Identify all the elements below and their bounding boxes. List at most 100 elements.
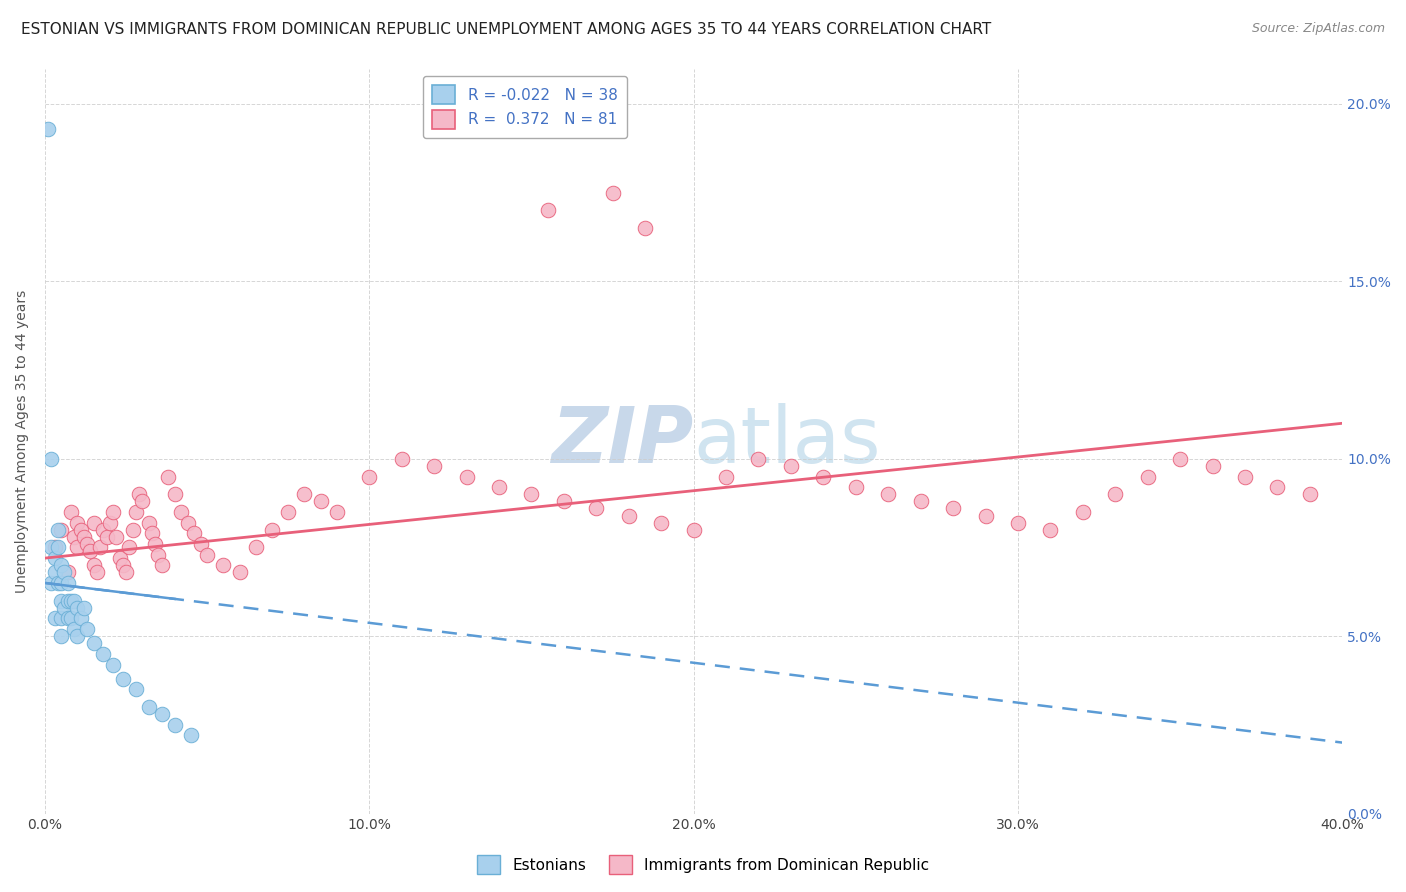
Point bbox=[1201, 458, 1223, 473]
Point bbox=[813, 469, 835, 483]
Point bbox=[190, 537, 212, 551]
Point bbox=[44, 566, 66, 580]
Point bbox=[910, 494, 932, 508]
Point bbox=[617, 508, 640, 523]
Point bbox=[83, 636, 105, 650]
Point bbox=[650, 516, 672, 530]
Point bbox=[877, 487, 900, 501]
Point bbox=[1299, 487, 1322, 501]
Point bbox=[423, 458, 446, 473]
Point bbox=[96, 530, 118, 544]
Point bbox=[212, 558, 235, 573]
Text: ZIP: ZIP bbox=[551, 403, 693, 479]
Point bbox=[76, 537, 98, 551]
Point bbox=[83, 558, 105, 573]
Point bbox=[456, 469, 478, 483]
Point bbox=[634, 221, 657, 235]
Point bbox=[56, 611, 79, 625]
Point bbox=[780, 458, 803, 473]
Point bbox=[111, 558, 134, 573]
Point bbox=[359, 469, 381, 483]
Point bbox=[391, 451, 413, 466]
Y-axis label: Unemployment Among Ages 35 to 44 years: Unemployment Among Ages 35 to 44 years bbox=[15, 289, 30, 592]
Point bbox=[56, 566, 79, 580]
Point bbox=[170, 505, 193, 519]
Point bbox=[309, 494, 332, 508]
Point bbox=[63, 622, 86, 636]
Point bbox=[131, 494, 153, 508]
Point bbox=[46, 523, 69, 537]
Point bbox=[51, 576, 73, 591]
Point bbox=[105, 530, 128, 544]
Point bbox=[128, 487, 150, 501]
Point bbox=[73, 600, 96, 615]
Point bbox=[125, 682, 148, 697]
Point bbox=[714, 469, 737, 483]
Point bbox=[150, 558, 173, 573]
Point bbox=[101, 505, 124, 519]
Point bbox=[37, 121, 59, 136]
Point bbox=[73, 530, 96, 544]
Point bbox=[83, 516, 105, 530]
Point bbox=[53, 566, 76, 580]
Point bbox=[76, 622, 98, 636]
Point bbox=[585, 501, 607, 516]
Point bbox=[51, 611, 73, 625]
Point bbox=[98, 516, 121, 530]
Point bbox=[115, 566, 138, 580]
Point bbox=[89, 541, 111, 555]
Point bbox=[520, 487, 543, 501]
Point bbox=[682, 523, 704, 537]
Point bbox=[138, 700, 160, 714]
Point bbox=[183, 526, 205, 541]
Point bbox=[101, 657, 124, 672]
Point bbox=[53, 600, 76, 615]
Point bbox=[63, 593, 86, 607]
Point bbox=[176, 516, 198, 530]
Point bbox=[69, 611, 91, 625]
Point bbox=[1233, 469, 1256, 483]
Point bbox=[93, 523, 115, 537]
Point bbox=[51, 629, 73, 643]
Point bbox=[1136, 469, 1159, 483]
Point bbox=[942, 501, 965, 516]
Point bbox=[1168, 451, 1191, 466]
Point bbox=[51, 558, 73, 573]
Point bbox=[86, 566, 108, 580]
Text: Source: ZipAtlas.com: Source: ZipAtlas.com bbox=[1251, 22, 1385, 36]
Point bbox=[121, 523, 143, 537]
Point bbox=[46, 576, 69, 591]
Point bbox=[66, 600, 89, 615]
Point bbox=[66, 516, 89, 530]
Point bbox=[108, 551, 131, 566]
Point bbox=[195, 548, 218, 562]
Point bbox=[1039, 523, 1062, 537]
Point bbox=[111, 672, 134, 686]
Point bbox=[277, 505, 299, 519]
Point bbox=[66, 541, 89, 555]
Point bbox=[150, 707, 173, 722]
Point bbox=[163, 718, 186, 732]
Point bbox=[118, 541, 141, 555]
Text: atlas: atlas bbox=[693, 403, 882, 479]
Point bbox=[44, 611, 66, 625]
Point bbox=[228, 566, 250, 580]
Point bbox=[163, 487, 186, 501]
Point bbox=[51, 593, 73, 607]
Point bbox=[148, 548, 170, 562]
Point bbox=[41, 576, 63, 591]
Point bbox=[41, 451, 63, 466]
Point bbox=[125, 505, 148, 519]
Legend: R = -0.022   N = 38, R =  0.372   N = 81: R = -0.022 N = 38, R = 0.372 N = 81 bbox=[423, 76, 627, 138]
Legend: Estonians, Immigrants from Dominican Republic: Estonians, Immigrants from Dominican Rep… bbox=[471, 849, 935, 880]
Point bbox=[56, 576, 79, 591]
Point bbox=[1071, 505, 1094, 519]
Point bbox=[59, 593, 82, 607]
Point bbox=[69, 523, 91, 537]
Point bbox=[602, 186, 624, 200]
Point bbox=[1104, 487, 1126, 501]
Point bbox=[93, 647, 115, 661]
Point bbox=[488, 480, 510, 494]
Point bbox=[326, 505, 349, 519]
Point bbox=[537, 203, 560, 218]
